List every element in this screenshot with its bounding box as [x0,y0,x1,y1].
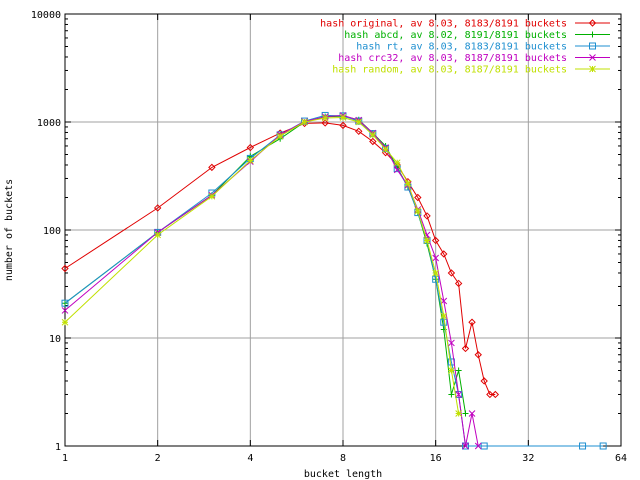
data-point-marker [301,118,308,126]
series-line [64,114,604,447]
data-point-marker [432,275,440,283]
data-point-marker [589,42,596,50]
data-point-marker [414,193,422,202]
data-point-marker [454,279,463,288]
data-point-marker [455,367,462,374]
data-point-marker [599,442,607,450]
data-point-marker [588,19,597,27]
data-point-marker [486,390,494,399]
legend-label: hash crc32, av 8.03, 8187/8191 buckets [338,53,567,64]
data-point-marker [448,391,455,398]
y-tick-labels: 1 10 100 1000 10000 [31,10,61,453]
data-point-marker [423,237,431,244]
data-point-marker [440,312,448,320]
data-point-marker [474,351,482,359]
x-tick-label: 64 [615,453,627,464]
legend-label: hash random, av 8.03, 8187/8191 buckets [332,65,567,76]
x-tick-labels: 1 2 4 8 16 32 64 [62,453,627,464]
y-tick-label: 1000 [37,118,61,129]
data-point-marker [339,114,347,121]
data-point-marker [321,119,329,127]
series-line [64,114,479,447]
data-point-marker [61,318,69,326]
data-series [61,111,607,450]
data-point-marker [448,339,455,347]
x-tick-label: 32 [522,453,534,464]
data-point-marker [589,54,596,61]
data-point-marker [369,137,377,146]
legend: hash original, av 8.03, 8183/8191 bucket… [320,19,610,76]
y-tick-label: 100 [43,226,61,237]
series-line [64,116,460,414]
legend-label: hash original, av 8.03, 8183/8191 bucket… [320,19,567,30]
data-point-marker [369,131,377,139]
x-axis-label: bucket length [304,469,382,480]
y-axis-label: number of buckets [4,179,15,281]
data-point-marker [431,236,440,245]
data-point-marker [589,31,596,38]
data-point-marker [468,410,476,417]
data-point-marker [423,212,431,220]
data-point-marker [462,442,469,450]
data-point-marker [491,390,500,399]
y-tick-label: 10000 [31,10,61,21]
x-tick-label: 4 [247,453,253,464]
data-point-marker [589,65,596,73]
grid-lines [65,14,621,446]
series-line [64,115,466,414]
data-point-marker [393,166,401,174]
data-point-marker [153,204,162,212]
data-point-marker [455,391,462,398]
data-point-marker [208,192,216,200]
data-point-marker [339,121,347,130]
legend-label: hash rt, av 8.03, 8183/8191 buckets [356,42,567,53]
series-2 [61,111,607,450]
series-4 [61,114,462,417]
axis-ticks [64,13,622,447]
data-point-marker [462,410,469,417]
data-point-marker [355,127,363,136]
data-point-marker [355,118,363,126]
data-point-marker [393,159,401,167]
legend-label: hash abcd, av 8.02, 8191/8191 buckets [344,30,567,41]
data-point-marker [61,299,69,307]
data-point-marker [246,157,254,164]
data-point-marker [61,264,69,273]
x-tick-label: 8 [340,453,346,464]
series-1 [62,113,469,417]
data-point-marker [382,145,389,153]
data-point-marker [432,254,440,262]
data-point-marker [474,442,482,450]
data-point-marker [468,318,476,326]
data-point-marker [455,410,462,417]
data-point-marker [208,163,216,172]
data-point-marker [61,307,69,314]
data-point-marker [276,132,284,140]
data-point-marker [447,269,456,277]
y-tick-label: 10 [49,334,61,345]
x-tick-label: 16 [430,453,442,464]
data-point-marker [480,377,488,385]
data-point-marker [321,114,329,122]
data-point-marker [461,344,470,353]
series-0 [61,119,500,399]
x-tick-label: 1 [62,453,68,464]
data-point-marker [246,143,255,152]
data-point-marker [414,207,422,215]
data-point-marker [579,442,587,450]
data-point-marker [154,231,162,239]
x-tick-label: 2 [155,453,161,464]
data-point-marker [448,367,455,374]
data-point-marker [480,442,488,450]
series-3 [61,112,482,450]
data-point-marker [432,269,440,277]
data-point-marker [404,180,412,187]
y-tick-label: 1 [55,442,61,453]
data-point-marker [440,250,448,258]
